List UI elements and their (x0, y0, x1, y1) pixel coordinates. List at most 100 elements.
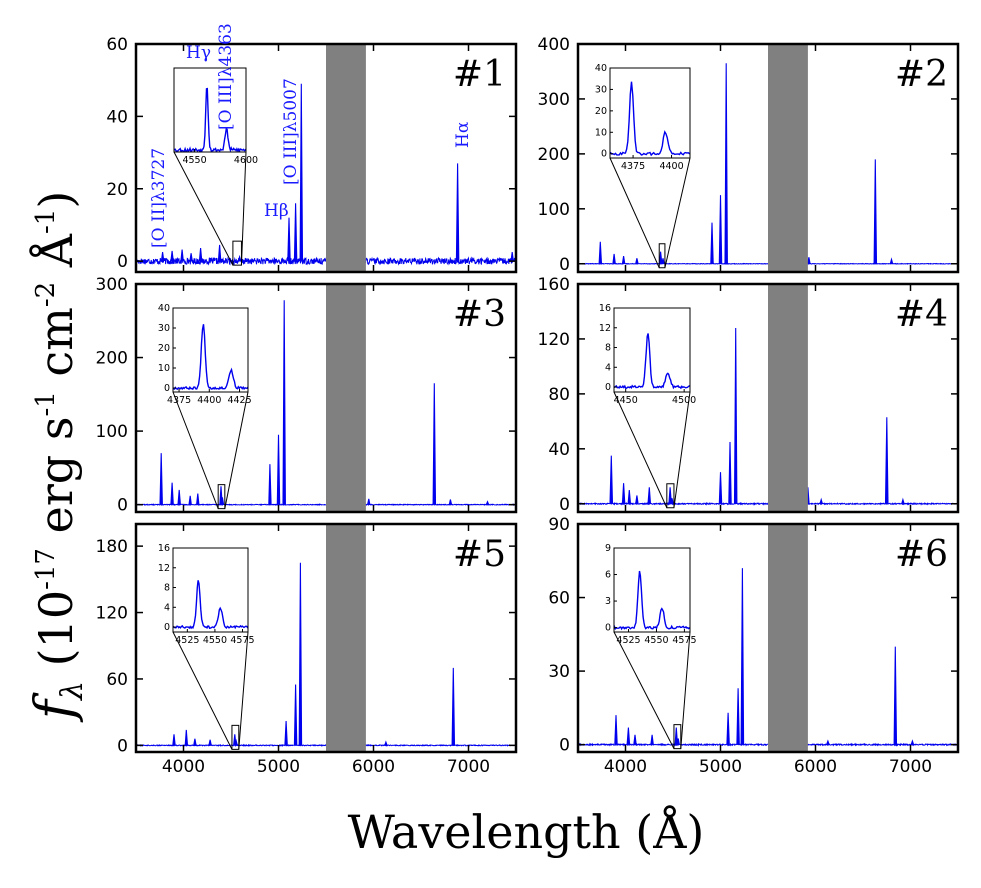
zoom-box (658, 243, 666, 269)
emission-line-3980 (621, 256, 626, 264)
inset-y-tick-label: 30 (595, 84, 607, 95)
zoom-connector (609, 157, 660, 268)
y-axis-exp4: -1 (31, 209, 61, 234)
inset-frame (172, 547, 249, 633)
x-tick-label: 7000 (889, 757, 932, 777)
panel-frame (134, 522, 518, 754)
line-labels: [O II]λ3727 Hγ [O III]λ4363 Hβ [O III]λ5… (149, 23, 473, 248)
emission-line-3850 (609, 455, 614, 504)
emission-line-6130 (384, 740, 388, 746)
inset-y-tick-label: 20 (158, 343, 170, 354)
y-axis-close: ) (29, 191, 83, 209)
inset-y-tick-label: 30 (158, 323, 170, 334)
x-tick-label: 5000 (257, 757, 300, 777)
emission-line-3780 (160, 252, 165, 262)
y-tick-label: 0 (117, 736, 128, 756)
inset-x-tick-label: 4375 (167, 395, 191, 406)
y-tick-label: 100 (96, 422, 128, 442)
inset-x-tick-label: 4500 (672, 395, 696, 406)
emission-line-4120 (635, 495, 639, 504)
y-tick-label: 400 (538, 35, 570, 55)
inset-spectrum (610, 81, 690, 157)
emission-line-5180 (293, 684, 298, 746)
line-label-oiii-4363: [O III]λ4363 (216, 23, 236, 130)
y-tick-label: 60 (106, 670, 128, 690)
inset-y-tick-label: 40 (158, 303, 170, 314)
emission-line-3900 (614, 715, 618, 745)
panel-frame (576, 522, 960, 754)
emission-line-7460 (510, 252, 514, 262)
emission-line-5230 (740, 568, 745, 745)
inset-x-tick-label: 4425 (227, 395, 251, 406)
emission-line-4040 (627, 489, 632, 504)
inset-y-tick-label: 16 (158, 543, 170, 554)
emission-line-4555 (676, 738, 680, 745)
inset-y-tick-label: 4 (164, 602, 170, 613)
masked-region (768, 284, 808, 512)
emission-line-5950 (367, 498, 371, 505)
emission-line-6800 (889, 257, 894, 264)
emission-line-6810 (448, 499, 453, 505)
emission-line-3955 (177, 489, 181, 505)
emission-line-6750 (884, 417, 889, 504)
zoom-connector (172, 391, 219, 509)
y-tick-label: 20 (106, 180, 128, 200)
emission-line-6640 (432, 383, 437, 505)
emission-line-4380 (217, 244, 222, 262)
y-axis-lambda: λ (55, 681, 90, 701)
y-tick-label: 300 (96, 275, 128, 295)
zoom-connector (173, 151, 234, 266)
inset-y-tick-label: 40 (595, 63, 607, 74)
masked-region (326, 284, 366, 512)
inset-spectrum (614, 333, 690, 390)
inset-x-tick-label: 4525 (175, 635, 199, 646)
line-label-hgamma: Hγ (186, 43, 211, 63)
panel-label: #5 (453, 534, 506, 575)
inset-y-tick-label: 20 (595, 106, 607, 117)
emission-line-4250 (647, 487, 652, 504)
line-label-halpha: Hα (453, 121, 473, 148)
zoom-connector (673, 391, 691, 508)
y-axis-title: fλ (10-17 erg s-1 cm-2 Å-1) (25, 191, 90, 724)
masked-region (768, 44, 808, 272)
emission-line-6840 (893, 646, 898, 745)
inset-background (614, 548, 690, 632)
inset-x-tick-label: 4600 (234, 155, 258, 166)
emission-line-4030 (184, 729, 189, 746)
y-axis-exp2: -1 (31, 391, 61, 416)
emission-line-4080 (189, 253, 193, 262)
y-axis-exp1: -17 (31, 548, 61, 590)
emission-line-3980 (621, 483, 626, 504)
emission-line-4555 (234, 738, 238, 746)
inset-x-tick-label: 4450 (614, 395, 638, 406)
emission-line-4030 (626, 727, 631, 745)
y-tick-label: 200 (538, 145, 570, 165)
y-tick-label: 90 (548, 515, 570, 535)
x-tick-label: 4000 (604, 757, 647, 777)
inset-y-tick-label: 9 (605, 543, 611, 554)
emission-line-4120 (635, 258, 639, 264)
y-axis-erg: erg s (29, 417, 83, 549)
inset-y-tick-label: 3 (605, 596, 611, 607)
emission-line-4100 (633, 734, 637, 745)
panel-label: #3 (453, 294, 506, 335)
inset-frame (613, 307, 691, 393)
y-tick-label: 0 (117, 496, 128, 516)
y-tick-label: 0 (559, 736, 570, 756)
inset-y-tick-label: 6 (605, 570, 611, 581)
panel-frame (134, 282, 518, 514)
zoom-box (217, 484, 226, 510)
y-tick-label: 120 (96, 604, 128, 624)
inset-x-tick-label: 4550 (182, 155, 206, 166)
emission-line-4910 (710, 222, 714, 264)
emission-line-4280 (650, 734, 654, 745)
inset-y-tick-label: 12 (599, 323, 611, 334)
zoom-connector (238, 631, 249, 750)
inset-x-tick-label: 4550 (644, 635, 668, 646)
emission-line-5080 (284, 720, 288, 746)
emission-line-4470 (668, 487, 672, 504)
inset-y-tick-label: 8 (164, 583, 170, 594)
y-tick-label: 160 (538, 275, 570, 295)
panel-4: 0 40 80 120 160 #4 4450 4500 0 4 8 12 16 (538, 275, 960, 515)
emission-line-3880 (612, 253, 616, 264)
